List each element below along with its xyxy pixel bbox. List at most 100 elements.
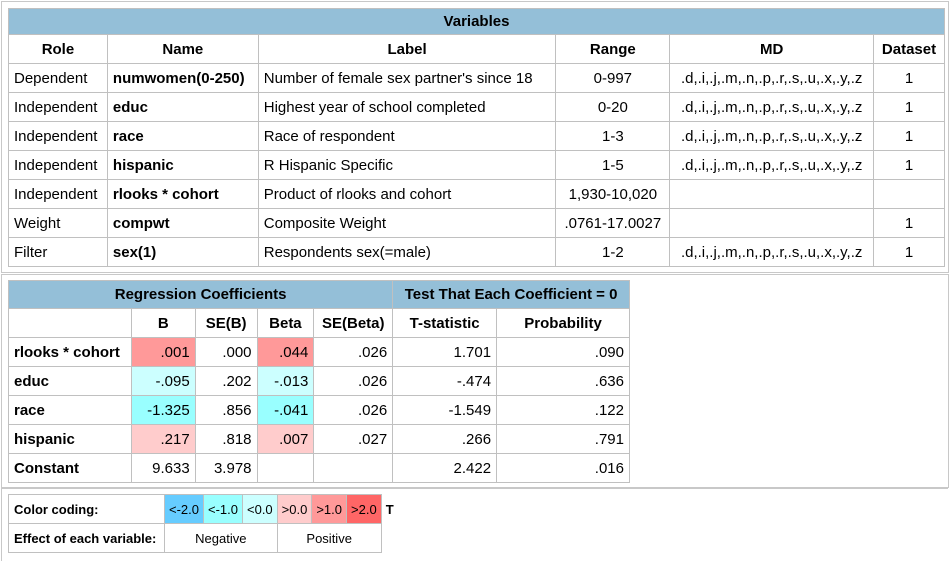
- dataset-cell: 1: [873, 92, 945, 122]
- col-dataset: Dataset: [873, 34, 945, 64]
- label-cell: Product of rlooks and cohort: [257, 179, 557, 209]
- table-row: Constant 9.633 3.978 2.422 .016: [8, 453, 630, 483]
- col-sebeta: SE(Beta): [313, 308, 394, 338]
- range-cell: 1-2: [555, 237, 671, 267]
- table-row: race -1.325 .856 -.041 .026 -1.549 .122: [8, 395, 630, 425]
- swatch-lt-neg1: <-1.0: [203, 494, 243, 524]
- table-row: Dependent numwomen(0-250) Number of fema…: [8, 63, 945, 93]
- role-cell: Weight: [8, 208, 108, 238]
- variable-cell: race: [8, 395, 132, 425]
- table-row: Independent rlooks * cohort Product of r…: [8, 179, 945, 209]
- swatch-gt-2: >2.0: [346, 494, 382, 524]
- name-cell: compwt: [106, 208, 259, 238]
- table-row: Independent hispanic R Hispanic Specific…: [8, 150, 945, 180]
- name-cell: educ: [106, 92, 259, 122]
- tstat-cell: 1.701: [392, 337, 498, 367]
- col-probability: Probability: [496, 308, 630, 338]
- role-cell: Independent: [8, 121, 108, 151]
- regression-table: Regression Coefficients Test That Each C…: [7, 280, 630, 483]
- name-cell: sex(1): [106, 237, 259, 267]
- legend-suffix: T: [380, 494, 398, 524]
- role-cell: Dependent: [8, 63, 108, 93]
- probability-cell: .636: [496, 366, 630, 396]
- dataset-cell: 1: [873, 150, 945, 180]
- probability-cell: .090: [496, 337, 630, 367]
- md-cell: [669, 179, 875, 209]
- table-row: Filter sex(1) Respondents sex(=male) 1-2…: [8, 237, 945, 267]
- sebeta-cell: [313, 453, 394, 483]
- dataset-cell: 1: [873, 121, 945, 151]
- name-cell: numwomen(0-250): [106, 63, 259, 93]
- b-cell: 9.633: [130, 453, 196, 483]
- sebeta-cell: .027: [313, 424, 394, 454]
- md-cell: .d,.i,.j,.m,.n,.p,.r,.s,.u,.x,.y,.z: [669, 237, 875, 267]
- effect-label: Effect of each variable:: [8, 523, 165, 553]
- seb-cell: .202: [194, 366, 258, 396]
- range-cell: 1-3: [555, 121, 671, 151]
- col-md: MD: [669, 34, 875, 64]
- swatch-lt-neg2: <-2.0: [164, 494, 204, 524]
- col-name: Name: [106, 34, 259, 64]
- label-cell: Race of respondent: [257, 121, 557, 151]
- swatch-gt-0: >0.0: [276, 494, 313, 524]
- name-cell: rlooks * cohort: [106, 179, 259, 209]
- label-cell: R Hispanic Specific: [257, 150, 557, 180]
- table-row: rlooks * cohort .001 .000 .044 .026 1.70…: [8, 337, 630, 367]
- range-cell: 1-5: [555, 150, 671, 180]
- variables-title: Variables: [8, 8, 945, 35]
- tstat-cell: 2.422: [392, 453, 498, 483]
- probability-cell: .016: [496, 453, 630, 483]
- col-b: B: [130, 308, 196, 338]
- table-row: Independent educ Highest year of school …: [8, 92, 945, 122]
- col-role: Role: [8, 34, 108, 64]
- tstat-cell: .266: [392, 424, 498, 454]
- role-cell: Independent: [8, 150, 108, 180]
- col-variable: [8, 308, 132, 338]
- md-cell: .d,.i,.j,.m,.n,.p,.r,.s,.u,.x,.y,.z: [669, 63, 875, 93]
- sebeta-cell: .026: [313, 337, 394, 367]
- test-title: Test That Each Coefficient = 0: [392, 280, 630, 309]
- range-cell: 1,930-10,020: [555, 179, 671, 209]
- dataset-cell: 1: [873, 208, 945, 238]
- col-beta: Beta: [256, 308, 315, 338]
- beta-cell: -.041: [256, 395, 315, 425]
- range-cell: .0761-17.0027: [555, 208, 671, 238]
- swatch-lt-0: <0.0: [242, 494, 278, 524]
- b-cell: .217: [130, 424, 196, 454]
- tstat-cell: -1.549: [392, 395, 498, 425]
- dataset-cell: [873, 179, 945, 209]
- md-cell: [669, 208, 875, 238]
- swatch-gt-1: >1.0: [311, 494, 348, 524]
- seb-cell: 3.978: [194, 453, 258, 483]
- probability-cell: .791: [496, 424, 630, 454]
- beta-cell: .007: [256, 424, 315, 454]
- label-cell: Composite Weight: [257, 208, 557, 238]
- seb-cell: .818: [194, 424, 258, 454]
- sebeta-cell: .026: [313, 366, 394, 396]
- col-range: Range: [555, 34, 671, 64]
- positive-label: Positive: [276, 523, 382, 553]
- table-row: hispanic .217 .818 .007 .027 .266 .791: [8, 424, 630, 454]
- range-cell: 0-20: [555, 92, 671, 122]
- role-cell: Filter: [8, 237, 108, 267]
- regression-title: Regression Coefficients: [7, 280, 394, 309]
- label-cell: Number of female sex partner's since 18: [257, 63, 557, 93]
- role-cell: Independent: [8, 179, 108, 209]
- color-coding-label: Color coding:: [8, 494, 165, 524]
- md-cell: .d,.i,.j,.m,.n,.p,.r,.s,.u,.x,.y,.z: [669, 150, 875, 180]
- b-cell: -1.325: [130, 395, 196, 425]
- beta-cell: .044: [256, 337, 315, 367]
- label-cell: Highest year of school completed: [257, 92, 557, 122]
- table-row: Weight compwt Composite Weight .0761-17.…: [8, 208, 945, 238]
- dataset-cell: 1: [873, 63, 945, 93]
- b-cell: -.095: [130, 366, 196, 396]
- col-label: Label: [257, 34, 557, 64]
- role-cell: Independent: [8, 92, 108, 122]
- range-cell: 0-997: [555, 63, 671, 93]
- sebeta-cell: .026: [313, 395, 394, 425]
- regression-header-row: B SE(B) Beta SE(Beta) T-statistic Probab…: [8, 308, 630, 338]
- b-cell: .001: [130, 337, 196, 367]
- probability-cell: .122: [496, 395, 630, 425]
- legend-spacer: [381, 524, 397, 553]
- seb-cell: .000: [194, 337, 258, 367]
